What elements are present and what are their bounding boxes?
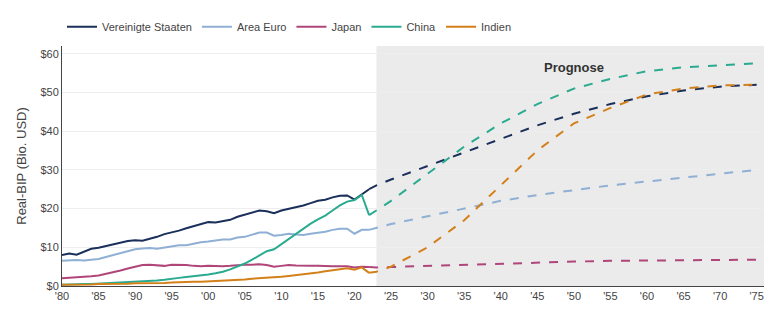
svg-text:'55: '55 — [603, 290, 617, 302]
svg-text:Real-BIP (Bio. USD): Real-BIP (Bio. USD) — [14, 107, 29, 225]
svg-text:$40: $40 — [40, 125, 58, 137]
svg-text:'75: '75 — [750, 290, 764, 302]
svg-text:'70: '70 — [713, 290, 727, 302]
svg-text:Vereinigte Staaten: Vereinigte Staaten — [102, 21, 192, 33]
svg-text:'05: '05 — [238, 290, 252, 302]
svg-text:'40: '40 — [494, 290, 508, 302]
svg-text:'25: '25 — [384, 290, 398, 302]
svg-text:'95: '95 — [165, 290, 179, 302]
svg-text:'45: '45 — [530, 290, 544, 302]
svg-text:$50: $50 — [40, 86, 58, 98]
svg-text:$10: $10 — [40, 241, 58, 253]
svg-text:'60: '60 — [640, 290, 654, 302]
svg-text:'85: '85 — [91, 290, 105, 302]
svg-text:'50: '50 — [567, 290, 581, 302]
svg-text:China: China — [406, 21, 436, 33]
svg-text:Japan: Japan — [331, 21, 361, 33]
svg-text:'30: '30 — [420, 290, 434, 302]
svg-text:'15: '15 — [311, 290, 325, 302]
svg-text:'35: '35 — [457, 290, 471, 302]
svg-text:'20: '20 — [347, 290, 361, 302]
svg-text:'65: '65 — [676, 290, 690, 302]
svg-text:$60: $60 — [40, 48, 58, 60]
svg-text:'10: '10 — [274, 290, 288, 302]
svg-text:$20: $20 — [40, 202, 58, 214]
svg-text:'90: '90 — [128, 290, 142, 302]
svg-text:Prognose: Prognose — [544, 60, 604, 75]
svg-text:'00: '00 — [201, 290, 215, 302]
svg-text:Indien: Indien — [481, 21, 511, 33]
svg-text:$0: $0 — [47, 280, 59, 292]
svg-text:Area Euro: Area Euro — [237, 21, 287, 33]
svg-text:$30: $30 — [40, 164, 58, 176]
svg-text:'80: '80 — [55, 290, 69, 302]
